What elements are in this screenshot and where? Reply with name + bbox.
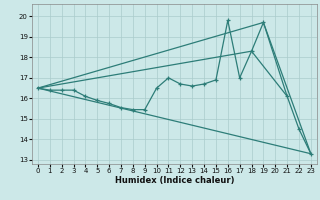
X-axis label: Humidex (Indice chaleur): Humidex (Indice chaleur) [115,176,234,185]
